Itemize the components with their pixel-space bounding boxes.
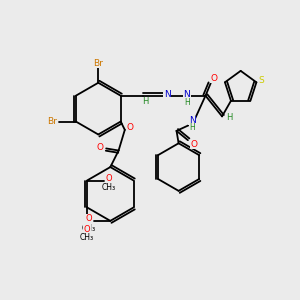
Text: N: N [189, 116, 195, 125]
Text: Br: Br [47, 117, 57, 126]
Text: O: O [105, 174, 112, 183]
Text: O: O [97, 143, 104, 152]
Text: H: H [142, 98, 149, 106]
Text: CH₃: CH₃ [102, 183, 116, 192]
Text: O: O [85, 214, 92, 223]
Text: CH₃: CH₃ [80, 233, 94, 242]
Text: H: H [184, 98, 190, 107]
Text: O: O [84, 225, 90, 234]
Text: Br: Br [93, 58, 103, 68]
Text: O: O [190, 140, 198, 149]
Text: CH₃: CH₃ [82, 224, 96, 232]
Text: N: N [164, 90, 171, 99]
Text: S: S [259, 76, 265, 85]
Text: H: H [189, 123, 195, 132]
Text: N: N [184, 90, 190, 99]
Text: O: O [127, 123, 134, 132]
Text: O: O [210, 74, 217, 82]
Text: H: H [226, 113, 232, 122]
